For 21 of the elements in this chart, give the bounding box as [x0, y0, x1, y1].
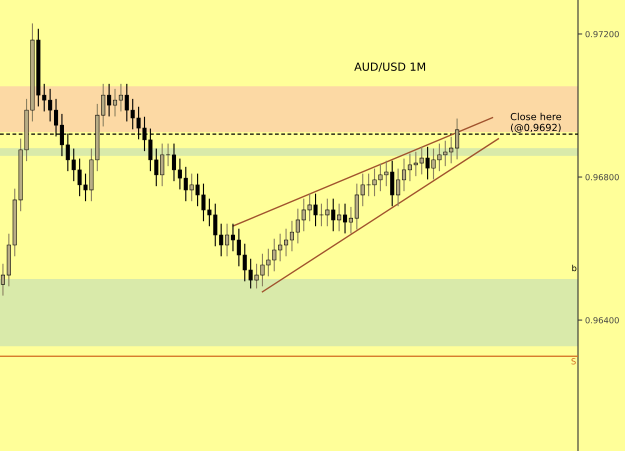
ref-line-label: S: [571, 358, 576, 364]
text: AUD/USD 1M: [354, 62, 426, 72]
candlestick: [83, 174, 88, 202]
candlestick: [0, 264, 5, 296]
candlestick: [372, 168, 377, 196]
y-tick-label: 0.97200: [585, 30, 619, 38]
candlestick: [402, 158, 406, 192]
y-tick-label: 0.96400: [585, 317, 619, 324]
candlestick: [284, 228, 288, 256]
candlestick: [313, 194, 318, 226]
candlestick: [431, 148, 436, 180]
candlestick: [290, 220, 294, 252]
candlestick: [342, 204, 348, 234]
y-tick-label: 0.96800: [585, 174, 619, 180]
candlestick: [112, 88, 118, 116]
ref-line-label: Close here (@0,9692): [510, 112, 562, 133]
candlestick: [201, 184, 206, 222]
annotation: b: [572, 264, 576, 272]
candlestick: [172, 144, 176, 182]
candlestick: [230, 224, 236, 252]
candlestick: [260, 254, 265, 286]
